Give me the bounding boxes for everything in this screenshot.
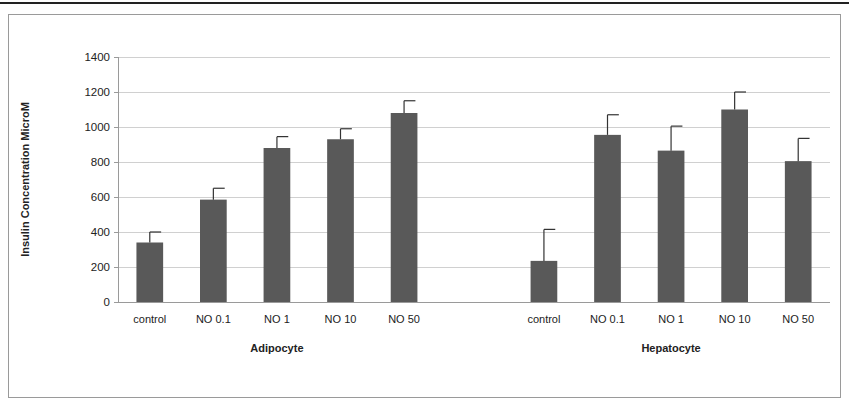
error-cap <box>341 128 352 129</box>
bar <box>785 161 812 302</box>
x-tick-label: NO 10 <box>325 313 357 325</box>
y-tick-label: 800 <box>91 156 110 168</box>
error-bar <box>277 137 288 148</box>
y-tick-label: 600 <box>91 191 110 203</box>
error-cap <box>544 229 555 230</box>
bar <box>200 200 227 302</box>
bar <box>531 261 558 302</box>
chart-frame <box>9 15 841 398</box>
top-rule <box>0 2 849 4</box>
error-stem <box>798 138 799 161</box>
error-stem <box>340 129 341 140</box>
error-bar <box>341 129 352 140</box>
error-stem <box>213 188 214 199</box>
grid-line <box>118 57 830 58</box>
bars <box>136 110 811 303</box>
y-tick-label: 200 <box>91 261 110 273</box>
error-cap <box>150 231 161 232</box>
grid-line <box>118 302 830 303</box>
error-cap <box>213 188 224 189</box>
grid-line <box>118 92 830 93</box>
x-tick-label: control <box>133 313 166 325</box>
bar <box>391 113 418 302</box>
error-cap <box>608 114 619 115</box>
y-tick-label: 1400 <box>84 51 110 63</box>
error-cap <box>671 126 682 127</box>
y-tick-label: 1200 <box>84 86 110 98</box>
x-tick-label: NO 50 <box>388 313 420 325</box>
error-stem <box>734 92 735 110</box>
error-bar <box>735 92 746 110</box>
y-tick <box>114 127 118 128</box>
error-bar <box>608 115 619 135</box>
bar <box>136 243 163 303</box>
error-bar <box>798 138 809 161</box>
error-bars <box>150 92 810 261</box>
group-label: Hepatocyte <box>641 342 700 354</box>
y-tick <box>114 162 118 163</box>
y-tick-label: 1000 <box>84 121 110 133</box>
y-tick-label: 0 <box>104 296 110 308</box>
x-tick-label: NO 50 <box>782 313 814 325</box>
bar <box>658 151 685 302</box>
y-tick <box>114 92 118 93</box>
x-tick-label: NO 10 <box>719 313 751 325</box>
bar <box>264 148 291 302</box>
bar <box>721 110 748 303</box>
chart: 0 200 400 600 800 1000 1200 1400 Insulin Concent… <box>0 0 849 400</box>
error-stem <box>543 229 544 261</box>
error-cap <box>277 136 288 137</box>
x-tick-label: NO 1 <box>658 313 684 325</box>
error-stem <box>403 101 404 113</box>
error-bar <box>671 126 682 151</box>
bar <box>594 135 621 302</box>
y-tick <box>114 232 118 233</box>
error-cap <box>798 138 809 139</box>
x-tick-label: control <box>527 313 560 325</box>
x-tick-label: NO 0.1 <box>196 313 231 325</box>
error-bar <box>404 101 415 113</box>
x-tick-label: NO 1 <box>264 313 290 325</box>
error-bar <box>213 188 224 199</box>
y-tick-label: 400 <box>91 226 110 238</box>
y-axis-title: Insulin Concentration MicroM <box>19 102 31 257</box>
error-cap <box>404 100 415 101</box>
bar <box>327 139 354 302</box>
y-tick <box>114 302 118 303</box>
error-stem <box>670 126 671 151</box>
x-tick-label: NO 0.1 <box>590 313 625 325</box>
y-axis <box>118 57 119 302</box>
error-stem <box>149 232 150 243</box>
error-cap <box>735 91 746 92</box>
x-axis <box>118 302 830 303</box>
y-tick <box>114 57 118 58</box>
error-stem <box>276 137 277 148</box>
error-bar <box>150 232 161 243</box>
group-label: Adipocyte <box>250 342 303 354</box>
y-tick <box>114 197 118 198</box>
y-tick <box>114 267 118 268</box>
error-stem <box>607 115 608 135</box>
error-bar <box>544 229 555 261</box>
